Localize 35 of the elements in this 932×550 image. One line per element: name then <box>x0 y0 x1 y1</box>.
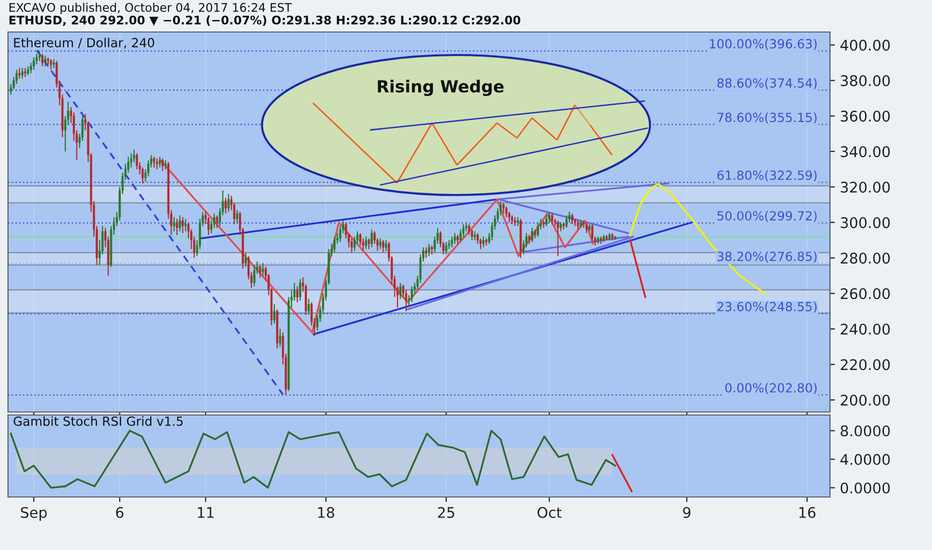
y-tick-label: 200.00 <box>840 394 890 406</box>
y-tick-label: 260.00 <box>840 288 890 300</box>
x-tick-label: 9 <box>683 506 690 518</box>
x-tick-label: 18 <box>318 506 334 518</box>
ref-line-label: 0.00%(202.80) <box>725 382 817 394</box>
y-tick-label: 240.00 <box>840 324 890 335</box>
ref-line-label: 61.80%(322.59) <box>717 170 817 182</box>
chart-title: Ethereum / Dollar, 240 <box>14 38 154 49</box>
x-tick-label: Oct <box>538 506 562 518</box>
y-tick-label: 360.00 <box>840 110 890 122</box>
text: ETHUSD, 240 292.00 ▼ −0.21 (−0.07%) O:291.38 H:292.36 L:290.12 C:292.00 <box>9 15 520 26</box>
y-tick-label: 300.00 <box>840 217 890 228</box>
x-tick-label: 11 <box>198 507 214 518</box>
x-tick-label: 25 <box>438 506 454 518</box>
y-tick-label: 220.00 <box>840 359 890 370</box>
x-tick-label: 6 <box>116 506 124 518</box>
ref-line-label: 78.60%(355.15) <box>718 112 817 124</box>
ref-line-label: 100.00%(396.63) <box>710 38 817 50</box>
x-tick-label: 16 <box>799 506 816 518</box>
chart-title: Gambit Stoch RSI Grid v1.5 <box>14 416 183 426</box>
y-tick-label: 4.0000 <box>840 454 890 465</box>
y-tick-label: 320.00 <box>840 182 890 193</box>
ref-line-label: 23.60%(248.55) <box>717 302 817 313</box>
annotation: Rising Wedge <box>378 80 504 96</box>
y-tick-label: 400.00 <box>840 40 890 51</box>
y-tick-label: 8.0000 <box>840 425 890 436</box>
ref-line-label: 88.60%(374.54) <box>717 78 817 90</box>
y-tick-label: 380.00 <box>840 75 890 86</box>
ref-line-label: 50.00%(299.72) <box>717 210 817 222</box>
y-tick-label: 0.0000 <box>840 482 890 494</box>
ref-line-label: 38.20%(276.85) <box>717 251 817 263</box>
y-tick-label: 340.00 <box>840 146 890 158</box>
x-tick-label: Sep <box>20 506 47 521</box>
text: EXCAVO published, October 04, 2017 16:24 EST <box>10 2 292 14</box>
y-tick-label: 280.00 <box>840 252 890 264</box>
